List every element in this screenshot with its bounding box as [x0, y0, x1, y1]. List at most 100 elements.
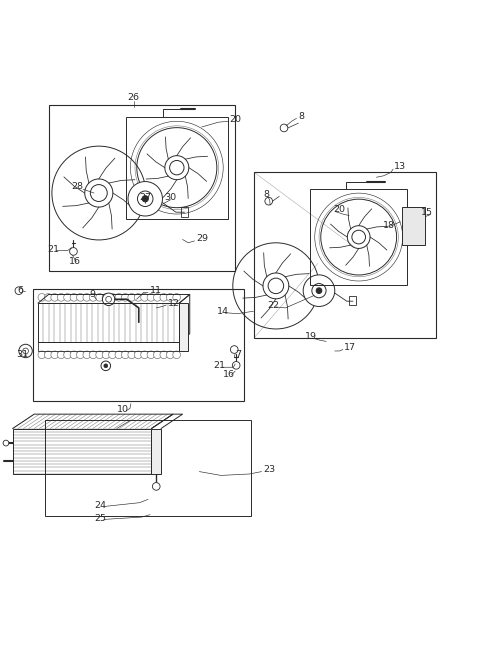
- Circle shape: [102, 351, 110, 359]
- Circle shape: [128, 182, 162, 216]
- Circle shape: [101, 361, 110, 371]
- Bar: [179, 303, 188, 351]
- Text: 28: 28: [72, 182, 84, 192]
- Text: 26: 26: [128, 92, 140, 102]
- Text: 9: 9: [89, 290, 95, 299]
- Circle shape: [121, 293, 129, 301]
- Circle shape: [76, 351, 84, 359]
- Circle shape: [3, 440, 9, 446]
- Circle shape: [102, 293, 110, 301]
- Circle shape: [154, 293, 161, 301]
- Text: 16: 16: [69, 257, 81, 266]
- Circle shape: [19, 344, 32, 358]
- Circle shape: [108, 351, 116, 359]
- Circle shape: [153, 483, 160, 490]
- Circle shape: [147, 351, 155, 359]
- Text: 8: 8: [263, 190, 269, 199]
- Bar: [33, 289, 244, 401]
- Circle shape: [160, 293, 168, 301]
- Text: 25: 25: [94, 514, 106, 523]
- Circle shape: [70, 351, 78, 359]
- Circle shape: [173, 351, 180, 359]
- Circle shape: [83, 351, 91, 359]
- Circle shape: [106, 297, 111, 302]
- Circle shape: [160, 351, 168, 359]
- Circle shape: [169, 161, 184, 175]
- Text: 27: 27: [140, 194, 152, 202]
- Text: 13: 13: [394, 162, 406, 171]
- Bar: [254, 173, 436, 338]
- Circle shape: [128, 293, 135, 301]
- Circle shape: [232, 361, 240, 369]
- Bar: [402, 207, 425, 245]
- Text: 29: 29: [196, 234, 208, 243]
- Circle shape: [96, 293, 104, 301]
- Text: 19: 19: [305, 332, 317, 341]
- Text: 21: 21: [48, 245, 60, 253]
- Circle shape: [96, 351, 104, 359]
- Circle shape: [167, 351, 174, 359]
- Circle shape: [70, 247, 77, 255]
- Bar: [45, 420, 251, 516]
- Circle shape: [15, 287, 23, 295]
- Circle shape: [142, 195, 148, 202]
- Circle shape: [90, 184, 107, 201]
- Circle shape: [303, 275, 335, 306]
- Circle shape: [89, 293, 97, 301]
- Circle shape: [23, 348, 28, 354]
- Circle shape: [38, 351, 46, 359]
- Circle shape: [102, 293, 115, 306]
- Bar: [48, 106, 235, 270]
- Text: 18: 18: [383, 220, 395, 230]
- Circle shape: [57, 351, 65, 359]
- Circle shape: [280, 124, 288, 132]
- Text: 10: 10: [117, 405, 129, 414]
- Text: 22: 22: [268, 300, 280, 310]
- Text: 17: 17: [344, 342, 356, 352]
- Bar: [38, 342, 179, 351]
- Bar: [152, 428, 161, 474]
- Circle shape: [418, 214, 424, 220]
- Circle shape: [83, 293, 91, 301]
- Circle shape: [352, 230, 365, 244]
- Circle shape: [141, 293, 148, 301]
- Circle shape: [64, 351, 72, 359]
- Text: 20: 20: [333, 205, 345, 214]
- Text: 30: 30: [164, 194, 177, 202]
- Circle shape: [173, 293, 180, 301]
- Text: 15: 15: [421, 208, 433, 216]
- Text: 12: 12: [168, 298, 180, 308]
- Circle shape: [312, 283, 326, 298]
- Circle shape: [51, 293, 59, 301]
- Text: 21: 21: [214, 361, 226, 370]
- Text: 8: 8: [299, 112, 304, 121]
- Circle shape: [141, 351, 148, 359]
- Bar: [180, 207, 188, 217]
- Circle shape: [45, 351, 52, 359]
- Bar: [12, 428, 152, 474]
- Text: 16: 16: [223, 371, 235, 379]
- Text: 23: 23: [263, 465, 275, 474]
- Circle shape: [230, 346, 238, 354]
- Circle shape: [137, 191, 153, 207]
- Circle shape: [57, 293, 65, 301]
- Text: 6: 6: [17, 286, 24, 295]
- Circle shape: [64, 293, 72, 301]
- Text: 14: 14: [217, 307, 229, 316]
- Circle shape: [104, 364, 108, 368]
- Circle shape: [134, 293, 142, 301]
- Bar: [126, 117, 228, 218]
- Circle shape: [154, 351, 161, 359]
- Circle shape: [45, 293, 52, 301]
- Circle shape: [76, 293, 84, 301]
- Text: 11: 11: [150, 286, 162, 295]
- Circle shape: [265, 197, 273, 205]
- Circle shape: [115, 351, 123, 359]
- Bar: [38, 303, 179, 342]
- Text: 7: 7: [235, 350, 241, 359]
- Circle shape: [121, 351, 129, 359]
- Circle shape: [268, 278, 284, 294]
- Bar: [311, 189, 407, 285]
- Circle shape: [147, 293, 155, 301]
- Text: 20: 20: [229, 115, 241, 124]
